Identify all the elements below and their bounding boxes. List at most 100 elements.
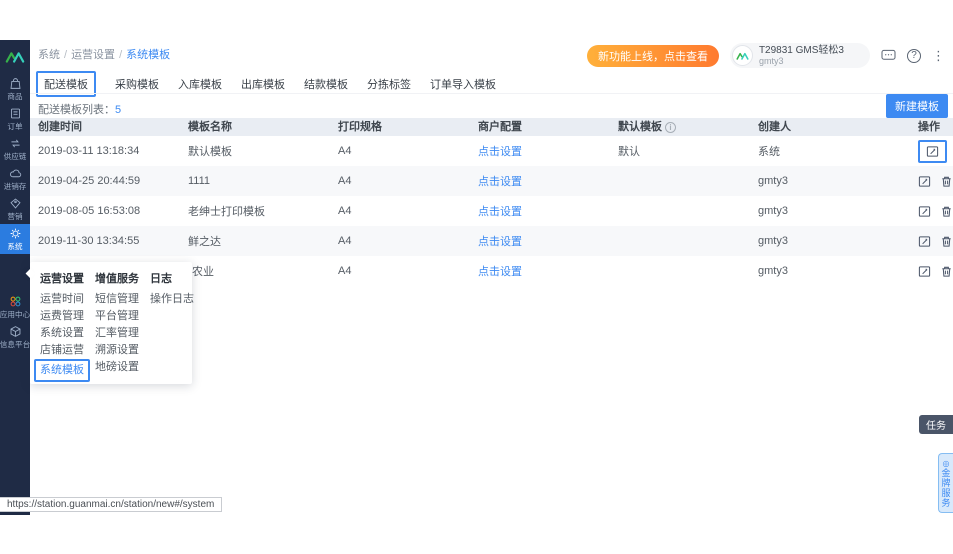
sidebar-item-app-center[interactable]: 应用中心	[0, 292, 30, 322]
merchant-config-link[interactable]: 点击设置	[478, 236, 522, 248]
print-spec: A4	[338, 205, 352, 217]
task-floating-button[interactable]: 任务	[919, 415, 953, 434]
table-header-row: 创建时间 模板名称 打印规格 商户配置 默认模板 i 创建人 操作	[30, 118, 953, 136]
breadcrumb-item: 运营设置	[71, 49, 116, 61]
delete-template-icon[interactable]	[940, 265, 953, 278]
account-username: gmty3	[758, 55, 784, 66]
column-header-default-template: 默认模板 i	[610, 118, 750, 136]
delete-template-icon[interactable]	[940, 175, 953, 188]
app-grid-icon	[10, 296, 20, 307]
service-floating-tab[interactable]: ◎ 金牌服务	[938, 453, 953, 513]
menu-item-operation-log[interactable]: 操作日志	[150, 293, 194, 305]
creator: gmty3	[758, 235, 788, 247]
menu-section-title: 运营设置	[40, 273, 84, 285]
edit-template-icon[interactable]	[918, 265, 931, 278]
sidebar-item-label: 商品	[7, 92, 23, 101]
edit-template-icon[interactable]	[926, 145, 939, 158]
new-feature-badge[interactable]: 新功能上线，点击查看	[586, 44, 719, 67]
template-table: 创建时间 模板名称 打印规格 商户配置 默认模板 i 创建人 操作 2019-03…	[30, 118, 953, 286]
tab-purchase-template[interactable]: 采购模板	[115, 79, 159, 91]
menu-item-shop-operation[interactable]: 店铺运营	[40, 344, 84, 356]
cube-icon	[10, 326, 20, 337]
header-actions: 新功能上线，点击查看 T29831 GMS轻松3 gmty3 ?	[586, 43, 945, 68]
sidebar-item-system[interactable]: 系统	[0, 224, 30, 254]
table-row: 2019-04-25 20:44:59 1111 A4 点击设置 gmty3	[30, 166, 953, 196]
sidebar-item-label: 系统	[7, 242, 23, 251]
table-row: 2019-03-11 13:18:34 默认模板 A4 点击设置 默认 系统	[30, 136, 953, 166]
list-count-label: 配送模板列表：5	[38, 101, 121, 117]
edit-template-icon[interactable]	[918, 235, 931, 248]
message-icon[interactable]	[881, 49, 896, 62]
created-time: 2019-08-05 16:53:08	[38, 205, 141, 217]
column-header-merchant-config: 商户配置	[478, 121, 522, 133]
sidebar-item-orders[interactable]: 订单	[0, 104, 30, 134]
menu-item-freight-management[interactable]: 运费管理	[40, 310, 84, 322]
sidebar-item-label: 进销存	[3, 182, 27, 191]
tag-icon	[9, 198, 21, 209]
help-icon[interactable]: ?	[907, 48, 921, 63]
sidebar-item-supply-chain[interactable]: 供应链	[0, 134, 30, 164]
creator: gmty3	[758, 265, 788, 277]
new-template-button[interactable]: 新建模板	[886, 94, 948, 118]
tab-settlement-template[interactable]: 结款模板	[304, 79, 348, 91]
column-header-template-name: 模板名称	[188, 121, 232, 133]
breadcrumb: 系统 / 运营设置 / 系统模板	[38, 46, 170, 62]
system-menu-popup: 运营设置 运营时间 运费管理 系统设置 店铺运营 系统模板 增值服务 短信管理 …	[25, 262, 194, 384]
sidebar-item-inventory[interactable]: 进销存	[0, 164, 30, 194]
menu-item-operating-hours[interactable]: 运营时间	[40, 293, 84, 305]
sidebar-item-goods[interactable]: 商品	[0, 74, 30, 104]
print-spec: A4	[338, 235, 352, 247]
sidebar-item-label: 营销	[7, 212, 23, 221]
tab-order-import-template[interactable]: 订单导入模板	[430, 79, 496, 91]
tab-outbound-template[interactable]: 出库模板	[241, 79, 285, 91]
breadcrumb-separator: /	[64, 49, 68, 61]
creator: 系统	[758, 146, 780, 158]
sidebar-item-label: 订单	[7, 122, 23, 131]
info-icon[interactable]: i	[665, 122, 676, 133]
sidebar-item-label: 应用中心	[0, 310, 31, 319]
print-spec: A4	[338, 265, 352, 277]
breadcrumb-item: 系统	[38, 49, 60, 61]
sidebar-item-info-platform[interactable]: 信息平台	[0, 322, 30, 352]
tab-inbound-template[interactable]: 入库模板	[178, 79, 222, 91]
delete-template-icon[interactable]	[940, 235, 953, 248]
merchant-config-link[interactable]: 点击设置	[478, 176, 522, 188]
created-time: 2019-11-30 13:34:55	[38, 235, 140, 247]
menu-item-weighbridge-settings[interactable]: 地磅设置	[95, 361, 139, 373]
menu-item-sms-management[interactable]: 短信管理	[95, 293, 139, 305]
account-info: T29831 GMS轻松3 gmty3	[758, 45, 844, 66]
template-name: 默认模板	[188, 146, 232, 158]
template-name: 老绅士打印模板	[188, 206, 265, 218]
breadcrumb-current[interactable]: 系统模板	[126, 49, 171, 61]
merchant-config-link[interactable]: 点击设置	[478, 206, 522, 218]
divider	[30, 93, 953, 94]
avatar	[731, 45, 753, 66]
menu-item-platform-management[interactable]: 平台管理	[95, 310, 139, 322]
merchant-config-link[interactable]: 点击设置	[478, 146, 522, 158]
template-name: 农业	[192, 266, 214, 278]
edit-template-icon[interactable]	[918, 175, 931, 188]
tab-sorting-label[interactable]: 分拣标签	[367, 79, 411, 91]
edit-template-icon[interactable]	[918, 205, 931, 218]
sidebar-item-label: 信息平台	[0, 340, 31, 349]
menu-item-system-templates[interactable]: 系统模板	[34, 359, 90, 382]
table-row: 农业 A4 点击设置 gmty3	[30, 256, 953, 286]
account-chip[interactable]: T29831 GMS轻松3 gmty3	[729, 43, 870, 68]
sidebar: 商品 订单 供应链 进销存 营销	[0, 40, 30, 515]
list-label: 配送模板列表：	[38, 104, 115, 116]
order-icon	[10, 108, 20, 119]
inventory-icon	[9, 169, 21, 178]
creator: gmty3	[758, 205, 788, 217]
menu-section-title: 日志	[150, 273, 172, 285]
tab-delivery-template[interactable]: 配送模板	[36, 71, 96, 97]
menu-item-traceability-settings[interactable]: 溯源设置	[95, 344, 139, 356]
merchant-config-link[interactable]: 点击设置	[478, 266, 522, 278]
kebab-menu-icon[interactable]: ⋮	[932, 47, 945, 63]
delete-template-icon[interactable]	[940, 205, 953, 218]
service-label: 金牌服务	[940, 467, 951, 508]
default-flag: 默认	[618, 146, 640, 158]
print-spec: A4	[338, 145, 352, 157]
menu-item-exchange-rate-management[interactable]: 汇率管理	[95, 327, 139, 339]
menu-item-system-settings[interactable]: 系统设置	[40, 327, 84, 339]
sidebar-item-marketing[interactable]: 营销	[0, 194, 30, 224]
